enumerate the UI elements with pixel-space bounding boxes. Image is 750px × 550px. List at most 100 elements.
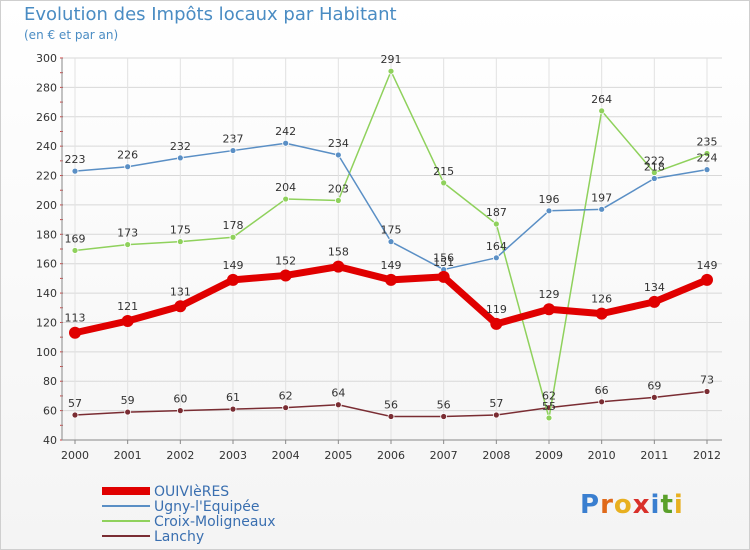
data-point-2 xyxy=(703,150,711,157)
data-point-3 xyxy=(124,408,132,416)
data-label: 224 xyxy=(697,152,718,165)
data-point-0 xyxy=(279,269,292,282)
x-tick-label: 2008 xyxy=(482,449,510,462)
data-point-0 xyxy=(332,260,345,273)
logo-letter: o xyxy=(613,490,633,520)
data-label: 149 xyxy=(381,259,402,272)
data-label: 223 xyxy=(65,153,86,166)
data-point-1 xyxy=(650,175,658,182)
data-label: 187 xyxy=(486,206,507,219)
data-label: 222 xyxy=(644,155,665,168)
data-label: 196 xyxy=(539,193,560,206)
x-tick-label: 2002 xyxy=(166,449,194,462)
data-point-2 xyxy=(229,233,237,241)
chart-subtitle: (en € et par an) xyxy=(24,28,119,42)
x-tick-label: 2004 xyxy=(272,449,300,462)
data-point-3 xyxy=(703,388,711,395)
data-point-0 xyxy=(595,307,608,320)
legend-label: OUIVIèRES xyxy=(154,484,229,500)
data-label: 149 xyxy=(697,259,718,272)
data-label: 121 xyxy=(117,300,138,313)
data-label: 264 xyxy=(591,93,612,106)
x-tick-label: 2007 xyxy=(430,449,458,462)
y-tick-label: 60 xyxy=(43,405,57,418)
legend-label: Croix-Moligneaux xyxy=(154,514,276,530)
logo-letter: r xyxy=(600,490,614,520)
data-point-3 xyxy=(176,407,184,415)
data-point-1 xyxy=(492,254,500,262)
data-label: 291 xyxy=(381,53,402,66)
data-point-0 xyxy=(227,273,239,286)
data-point-2 xyxy=(176,238,184,246)
data-point-2 xyxy=(492,220,500,228)
data-point-2 xyxy=(545,414,553,422)
data-label: 175 xyxy=(170,224,191,237)
x-tick-label: 2010 xyxy=(588,449,616,462)
data-label: 113 xyxy=(65,312,86,325)
data-point-1 xyxy=(282,139,290,147)
legend-label: Ugny-l'Equipée xyxy=(154,499,259,515)
data-label: 62 xyxy=(279,390,293,403)
proxiti-logo: Proxiti xyxy=(580,490,684,520)
data-point-1 xyxy=(598,205,606,213)
x-tick-label: 2011 xyxy=(640,449,668,462)
data-label: 204 xyxy=(275,181,296,194)
data-point-0 xyxy=(648,295,661,308)
y-tick-label: 120 xyxy=(36,316,57,329)
y-tick-label: 100 xyxy=(36,346,57,359)
y-tick-label: 140 xyxy=(36,287,57,300)
y-tick-label: 180 xyxy=(36,228,57,241)
data-label: 131 xyxy=(170,285,191,298)
data-label: 62 xyxy=(542,390,556,403)
data-label: 152 xyxy=(275,254,296,267)
data-point-3 xyxy=(334,401,342,409)
logo-letter: x xyxy=(632,490,651,520)
data-label: 64 xyxy=(331,387,345,400)
data-label: 197 xyxy=(591,191,612,204)
x-tick-label: 2005 xyxy=(324,449,352,462)
data-point-3 xyxy=(598,398,606,406)
data-label: 151 xyxy=(433,256,454,269)
data-label: 134 xyxy=(644,281,665,294)
data-point-1 xyxy=(334,151,342,159)
data-label: 232 xyxy=(170,140,191,153)
data-point-2 xyxy=(71,247,79,254)
data-point-0 xyxy=(69,326,81,339)
y-tick-label: 260 xyxy=(36,111,57,124)
data-point-0 xyxy=(437,270,450,283)
data-point-3 xyxy=(229,405,237,413)
x-tick-label: 2006 xyxy=(377,449,405,462)
data-label: 119 xyxy=(486,303,507,316)
data-point-3 xyxy=(387,413,395,420)
data-point-2 xyxy=(334,197,342,204)
data-point-2 xyxy=(598,107,606,115)
x-tick-label: 2001 xyxy=(114,449,142,462)
data-point-3 xyxy=(282,404,290,412)
x-tick-label: 2009 xyxy=(535,449,563,462)
data-point-0 xyxy=(385,273,397,286)
legend-label: Lanchy xyxy=(154,529,204,545)
data-label: 226 xyxy=(117,149,138,162)
data-label: 149 xyxy=(223,259,244,272)
data-label: 56 xyxy=(384,398,398,411)
data-point-3 xyxy=(440,413,448,420)
data-label: 59 xyxy=(121,394,135,407)
data-point-3 xyxy=(492,411,500,419)
data-label: 156 xyxy=(433,252,454,265)
data-label: 66 xyxy=(595,384,609,397)
y-tick-label: 280 xyxy=(36,81,57,94)
data-point-2 xyxy=(124,241,132,248)
data-point-2 xyxy=(282,195,290,203)
data-point-0 xyxy=(174,300,187,313)
y-tick-label: 240 xyxy=(36,140,57,153)
logo-letter: i xyxy=(673,490,684,520)
logo-letter: i xyxy=(650,490,661,520)
logo-letter: t xyxy=(660,490,674,520)
data-label: 158 xyxy=(328,246,349,259)
data-label: 169 xyxy=(65,232,86,245)
y-tick-label: 220 xyxy=(36,170,57,183)
data-label: 175 xyxy=(381,224,402,237)
data-point-1 xyxy=(545,207,553,215)
y-tick-label: 300 xyxy=(36,52,57,65)
